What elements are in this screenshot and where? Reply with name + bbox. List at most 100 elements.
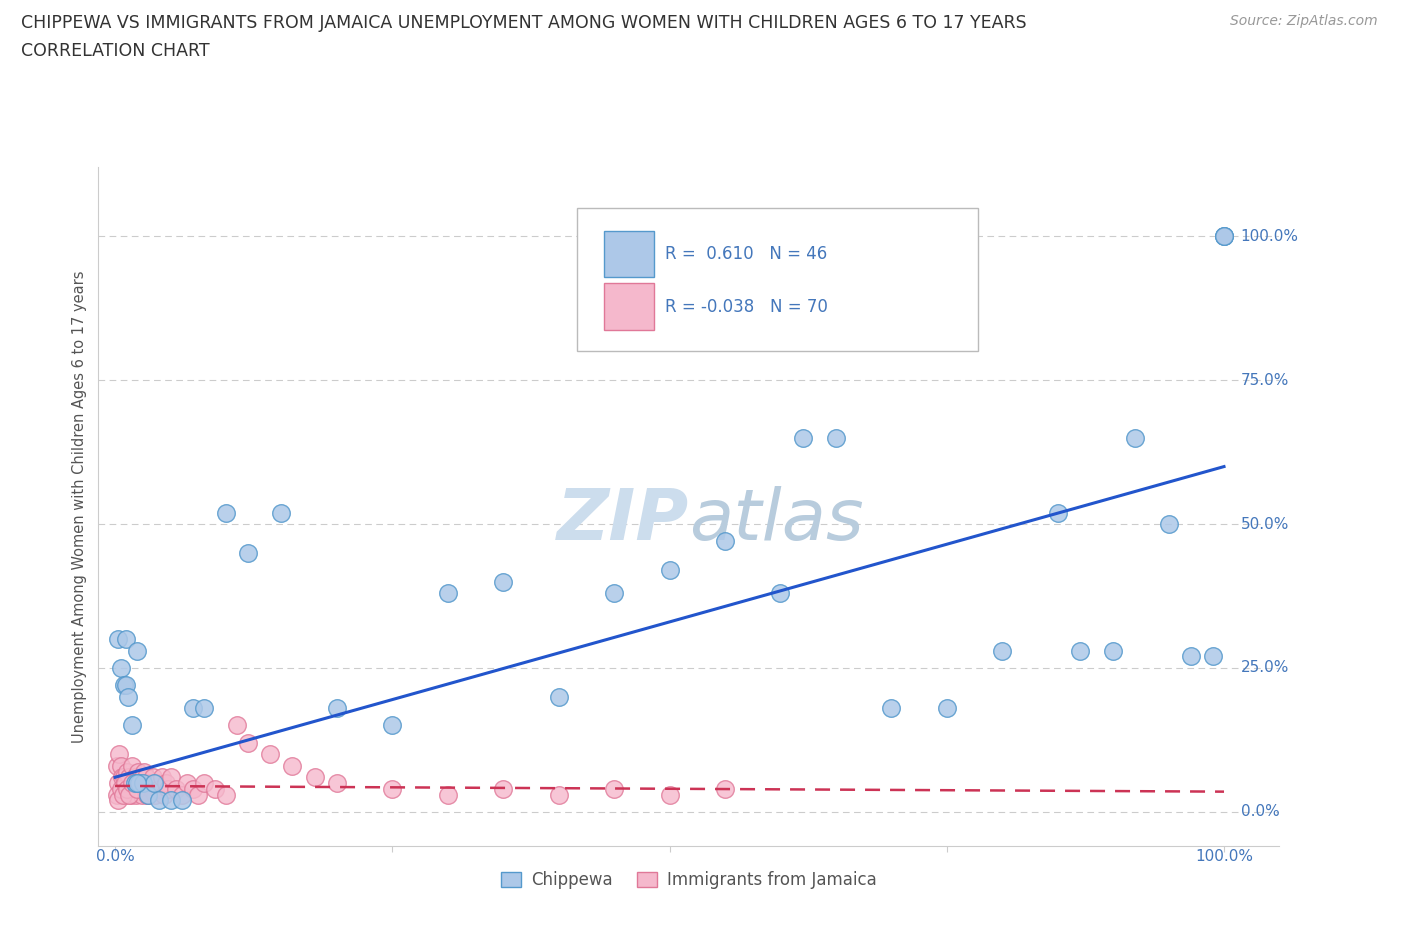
Point (128, 781, 150, 796)
Point (181, 701, 204, 716)
Text: CORRELATION CHART: CORRELATION CHART (21, 42, 209, 60)
Point (128, 776, 150, 790)
Text: 100.0%: 100.0% (1240, 229, 1299, 244)
FancyBboxPatch shape (576, 208, 979, 351)
Point (136, 787, 159, 802)
Point (304, 770, 326, 785)
Point (118, 770, 141, 785)
Point (142, 770, 165, 785)
Point (155, 776, 177, 790)
Point (825, 431, 848, 445)
Point (118, 787, 141, 802)
Point (880, 701, 903, 716)
Text: 0.0%: 0.0% (1240, 804, 1279, 819)
Point (1123, 431, 1146, 445)
Point (139, 781, 162, 796)
Text: ZIP: ZIP (557, 486, 689, 555)
Point (1180, 649, 1202, 664)
Point (127, 781, 149, 796)
Point (146, 776, 169, 790)
Text: 50.0%: 50.0% (1240, 516, 1289, 532)
Point (117, 781, 139, 796)
Point (136, 776, 159, 790)
Point (270, 505, 292, 520)
Point (111, 770, 134, 785)
Point (226, 718, 249, 733)
Point (165, 781, 187, 796)
Point (236, 736, 259, 751)
Point (136, 787, 159, 802)
Point (117, 781, 139, 796)
Point (111, 781, 134, 796)
Text: atlas: atlas (689, 486, 863, 555)
Point (547, 689, 569, 704)
Point (110, 660, 132, 675)
Text: 100.0%: 100.0% (1195, 849, 1253, 864)
Point (181, 781, 204, 796)
Text: 75.0%: 75.0% (1240, 373, 1289, 388)
Point (1069, 644, 1091, 658)
Legend: Chippewa, Immigrants from Jamaica: Chippewa, Immigrants from Jamaica (494, 864, 884, 896)
Point (236, 545, 259, 560)
Point (142, 776, 165, 790)
Point (603, 586, 626, 601)
Point (281, 758, 304, 773)
Point (110, 758, 132, 773)
Point (170, 787, 193, 802)
Point (1213, 229, 1236, 244)
Point (111, 787, 134, 802)
Point (436, 586, 458, 601)
Point (436, 787, 458, 802)
Text: 25.0%: 25.0% (1240, 660, 1289, 675)
Point (991, 644, 1014, 658)
Point (153, 787, 176, 802)
Point (326, 776, 349, 790)
Point (115, 631, 138, 646)
Point (658, 787, 681, 802)
Y-axis label: Unemployment Among Women with Children Ages 6 to 17 years: Unemployment Among Women with Children A… (72, 271, 87, 743)
Point (120, 787, 142, 802)
Point (122, 781, 145, 796)
Point (215, 505, 238, 520)
Point (127, 776, 149, 790)
Point (492, 574, 515, 589)
Point (769, 586, 792, 601)
FancyBboxPatch shape (605, 231, 654, 277)
Point (170, 793, 193, 808)
Text: Source: ZipAtlas.com: Source: ZipAtlas.com (1230, 14, 1378, 28)
Point (125, 787, 148, 802)
Point (117, 764, 139, 779)
Point (143, 787, 166, 802)
Point (121, 776, 143, 790)
Point (381, 718, 404, 733)
Point (132, 776, 155, 790)
Text: 0.0%: 0.0% (96, 849, 135, 864)
Point (159, 770, 181, 785)
Point (112, 770, 135, 785)
Point (193, 776, 215, 790)
Point (129, 770, 152, 785)
Point (714, 534, 737, 549)
Point (124, 776, 146, 790)
Point (132, 776, 155, 790)
Point (135, 770, 157, 785)
Point (127, 776, 149, 790)
Point (108, 747, 131, 762)
Point (121, 758, 143, 773)
Point (658, 563, 681, 578)
Point (117, 689, 139, 704)
Point (115, 678, 138, 693)
Point (1213, 229, 1236, 244)
Point (114, 787, 136, 802)
Text: R =  0.610   N = 46: R = 0.610 N = 46 (665, 245, 828, 262)
Point (381, 781, 404, 796)
Point (114, 776, 136, 790)
Point (193, 701, 215, 716)
Point (148, 781, 170, 796)
Point (187, 787, 209, 802)
Point (714, 781, 737, 796)
Point (132, 764, 155, 779)
Point (112, 678, 135, 693)
Point (492, 781, 515, 796)
Point (127, 644, 149, 658)
